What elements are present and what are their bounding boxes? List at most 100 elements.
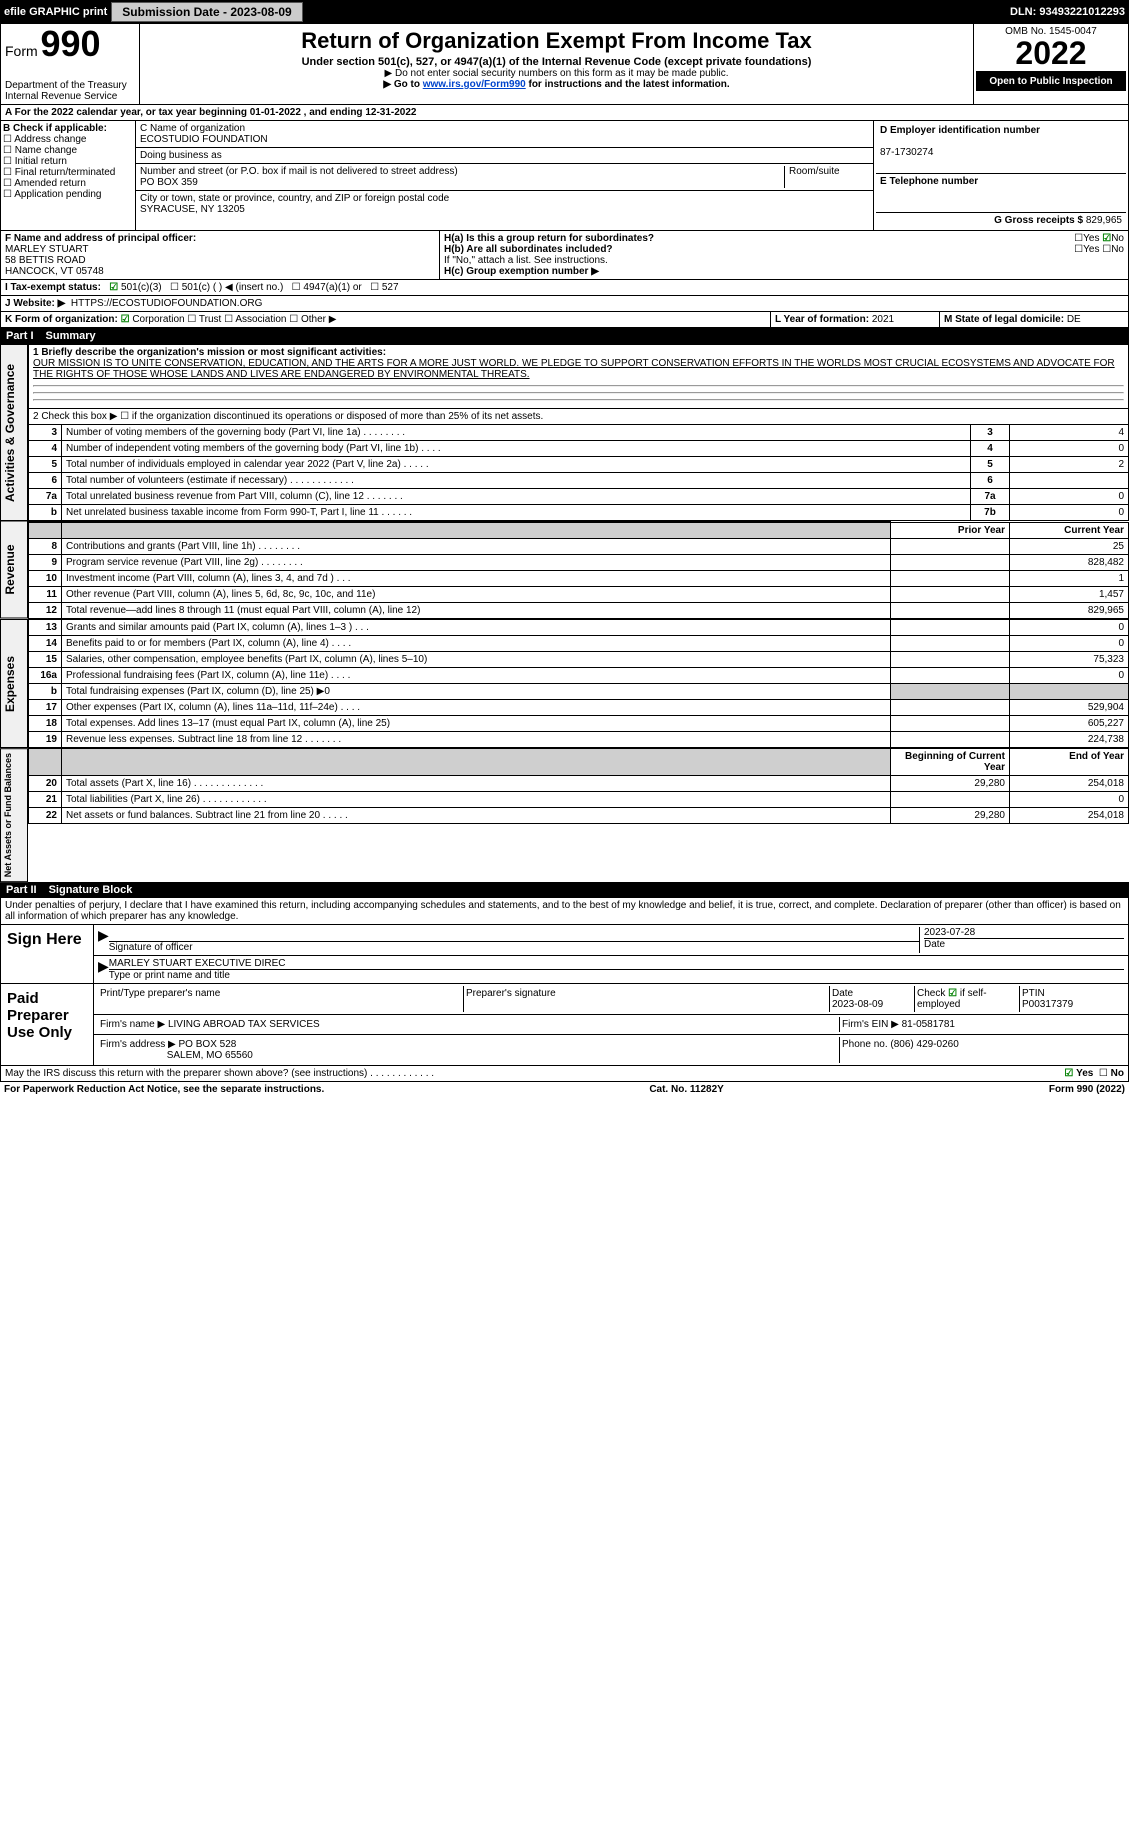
table-row: 10Investment income (Part VIII, column (… [29,570,1129,586]
officer-addr1: 58 BETTIS ROAD [5,255,86,266]
form-word: Form [5,43,38,59]
open-to-public: Open to Public Inspection [976,71,1126,91]
tax-year: 2022 [976,37,1126,69]
perjury-text: Under penalties of perjury, I declare th… [0,898,1129,925]
website-url: HTTPS://ECOSTUDIOFOUNDATION.ORG [71,298,262,309]
table-row: 3Number of voting members of the governi… [29,425,1129,441]
table-row: 16aProfessional fundraising fees (Part I… [29,667,1129,683]
ein-value: 87-1730274 [880,147,933,158]
irs-link[interactable]: www.irs.gov/Form990 [423,79,526,90]
goto-note: ▶ Go to www.irs.gov/Form990 for instruct… [146,79,967,90]
submission-date-button[interactable]: Submission Date - 2023-08-09 [111,2,302,22]
period-line: A For the 2022 calendar year, or tax yea… [0,105,1129,121]
mission-label: 1 Briefly describe the organization's mi… [33,347,386,358]
mission-text: OUR MISSION IS TO UNITE CONSERVATION, ED… [33,358,1115,380]
firm-addr1: PO BOX 528 [179,1039,237,1050]
efile-label: efile GRAPHIC print [4,6,107,18]
table-row: 13Grants and similar amounts paid (Part … [29,619,1129,635]
dba-label: Doing business as [140,150,222,161]
revenue-table: Prior YearCurrent Year 8Contributions an… [28,521,1129,619]
box-b: B Check if applicable: ☐ Address change … [1,121,136,230]
part-2-header: Part IISignature Block [0,882,1129,898]
city-state-zip: SYRACUSE, NY 13205 [140,204,245,215]
officer-name: MARLEY STUART [5,244,89,255]
state-domicile: DE [1067,314,1081,325]
table-row: 5Total number of individuals employed in… [29,457,1129,473]
firm-addr2: SALEM, MO 65560 [167,1050,253,1061]
efile-topbar: efile GRAPHIC print Submission Date - 20… [0,0,1129,24]
firm-phone: (806) 429-0260 [890,1039,958,1050]
part-1-label: Part I [6,330,34,342]
part-1-header: Part I Summary [0,328,1129,344]
discuss-row: May the IRS discuss this return with the… [0,1066,1129,1082]
tax-exempt-status: I Tax-exempt status: ☑ 501(c)(3) ☐ 501(c… [0,280,1129,296]
table-row: 19Revenue less expenses. Subtract line 1… [29,731,1129,747]
expenses-table: 13Grants and similar amounts paid (Part … [28,619,1129,748]
table-row: 12Total revenue—add lines 8 through 11 (… [29,602,1129,618]
arrow-icon: ▶ [98,958,109,981]
table-row: 11Other revenue (Part VIII, column (A), … [29,586,1129,602]
dln-label: DLN: 93493221012293 [1010,6,1125,18]
phone-label: E Telephone number [880,176,978,187]
dept-label: Department of the Treasury [5,80,135,91]
netassets-table: Beginning of Current YearEnd of Year 20T… [28,748,1129,824]
table-row: 20Total assets (Part X, line 16) . . . .… [29,775,1129,791]
sig-date: 2023-07-28 [924,927,1124,939]
gross-receipts-label: G Gross receipts $ [994,215,1083,226]
table-row: bTotal fundraising expenses (Part IX, co… [29,683,1129,699]
irs-label: Internal Revenue Service [5,91,135,102]
table-row: bNet unrelated business taxable income f… [29,505,1129,521]
table-row: 8Contributions and grants (Part VIII, li… [29,538,1129,554]
officer-addr2: HANCOCK, VT 05748 [5,266,104,277]
table-row: 22Net assets or fund balances. Subtract … [29,807,1129,823]
part-1-title: Summary [46,330,96,342]
form-number: 990 [40,23,100,64]
city-label: City or town, state or province, country… [140,193,449,204]
ein-label: D Employer identification number [880,125,1040,136]
table-row: 9Program service revenue (Part VIII, lin… [29,554,1129,570]
h-a-line: H(a) Is this a group return for subordin… [444,233,1124,244]
h-c-line: H(c) Group exemption number ▶ [444,266,1124,277]
gross-receipts-value: 829,965 [1086,215,1122,226]
signature-block: Sign Here ▶ Signature of officer 2023-07… [0,925,1129,1066]
table-row: 6Total number of volunteers (estimate if… [29,473,1129,489]
website-row: J Website: ▶ HTTPS://ECOSTUDIOFOUNDATION… [0,296,1129,312]
table-row: 18Total expenses. Add lines 13–17 (must … [29,715,1129,731]
firm-name: LIVING ABROAD TAX SERVICES [168,1019,320,1030]
vlabel-expenses: Expenses [0,619,28,748]
table-row: 4Number of independent voting members of… [29,441,1129,457]
sig-officer-label: Signature of officer [109,942,193,953]
h-b-note: If "No," attach a list. See instructions… [444,255,1124,266]
table-row: 7aTotal unrelated business revenue from … [29,489,1129,505]
self-employed-check: Check ☑ if self-employed [915,986,1020,1012]
discontinued-check: 2 Check this box ▶ ☐ if the organization… [29,409,1129,425]
form-title: Return of Organization Exempt From Incom… [146,28,967,54]
vlabel-netassets: Net Assets or Fund Balances [0,748,28,882]
arrow-icon: ▶ [98,927,109,953]
firm-ein: 81-0581781 [902,1019,955,1030]
sign-here-label: Sign Here [1,925,94,983]
form-ref: Form 990 (2022) [1049,1084,1125,1095]
form-subtitle: Under section 501(c), 527, or 4947(a)(1)… [146,56,967,68]
h-b-line: H(b) Are all subordinates included? ☐Yes… [444,244,1124,255]
year-formation: 2021 [872,314,894,325]
preparer-date: 2023-08-09 [832,999,883,1010]
paid-preparer-label: Paid Preparer Use Only [1,984,94,1065]
officer-label: F Name and address of principal officer: [5,233,196,244]
table-row: 21Total liabilities (Part X, line 26) . … [29,791,1129,807]
vlabel-revenue: Revenue [0,521,28,619]
governance-table: 1 Briefly describe the organization's mi… [28,344,1129,521]
vlabel-governance: Activities & Governance [0,344,28,521]
officer-group-block: F Name and address of principal officer:… [0,231,1129,280]
street-address: PO BOX 359 [140,177,198,188]
page-footer: For Paperwork Reduction Act Notice, see … [0,1082,1129,1097]
addr-label: Number and street (or P.O. box if mail i… [140,166,458,177]
org-form-row: K Form of organization: ☑ Corporation ☐ … [0,312,1129,328]
org-name-label: C Name of organization [140,123,245,134]
table-row: 17Other expenses (Part IX, column (A), l… [29,699,1129,715]
officer-typed-name: MARLEY STUART EXECUTIVE DIREC [109,958,1124,970]
table-row: 14Benefits paid to or for members (Part … [29,635,1129,651]
entity-block: B Check if applicable: ☐ Address change … [0,121,1129,231]
cat-number: Cat. No. 11282Y [649,1084,723,1095]
table-row: 15Salaries, other compensation, employee… [29,651,1129,667]
